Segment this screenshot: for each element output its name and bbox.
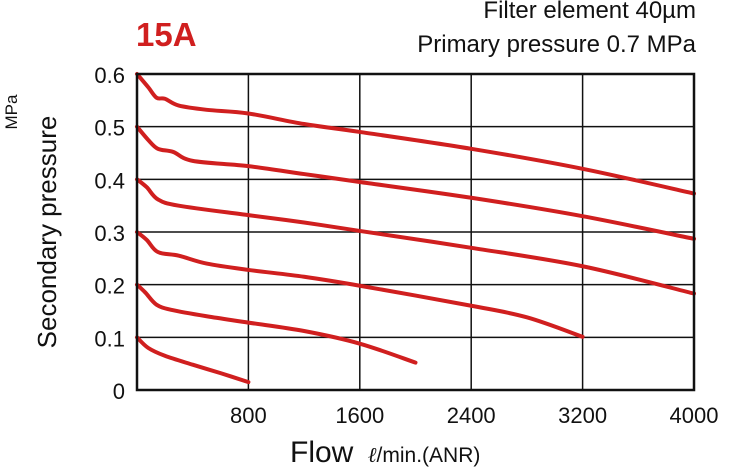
pressure-curve-3 (135, 177, 696, 296)
y-tick-label: 0.6 (94, 63, 125, 88)
plot-frame (135, 72, 696, 392)
series-label: 15A (136, 16, 197, 53)
primary-pressure-note: Primary pressure 0.7 MPa (417, 31, 696, 58)
y-tick-label: 0 (113, 379, 125, 404)
y-tick-label: 0.4 (94, 168, 125, 193)
pressure-curve-2 (135, 124, 696, 241)
y-tick-label: 0.1 (94, 326, 125, 351)
x-axis-label: Flow (290, 436, 354, 469)
y-tick-label: 0.3 (94, 221, 125, 246)
x-axis-unit: ℓ/min.(ANR) (367, 443, 481, 467)
y-tick-label: 0.5 (94, 116, 125, 141)
x-tick-label: 2400 (447, 403, 496, 428)
tick-labels: 0 0.1 0.2 0.3 0.4 0.5 0.6 800 1600 2400 3200 4000 (94, 63, 718, 428)
x-tick-label: 3200 (558, 403, 607, 428)
pressure-curve-1 (135, 72, 696, 196)
grid-lines (137, 74, 694, 390)
filter-element-note: Filter element 40µm (483, 0, 696, 24)
curves (135, 72, 696, 385)
x-axis-unit-rest: /min.(ANR) (376, 444, 481, 467)
pressure-curve-5 (135, 282, 418, 365)
x-tick-label: 1600 (335, 403, 384, 428)
y-axis-unit: MPa (2, 94, 21, 130)
y-tick-label: 0.2 (94, 274, 125, 299)
pressure-curve-4 (135, 230, 585, 339)
pressure-curve-6 (135, 335, 251, 385)
x-axis-unit-symbol: ℓ (367, 443, 377, 467)
y-axis-label: Secondary pressure (32, 115, 62, 349)
x-axis-title: Flow ℓ/min.(ANR) (290, 436, 480, 470)
x-tick-label: 4000 (670, 403, 719, 428)
x-tick-label: 800 (230, 403, 267, 428)
